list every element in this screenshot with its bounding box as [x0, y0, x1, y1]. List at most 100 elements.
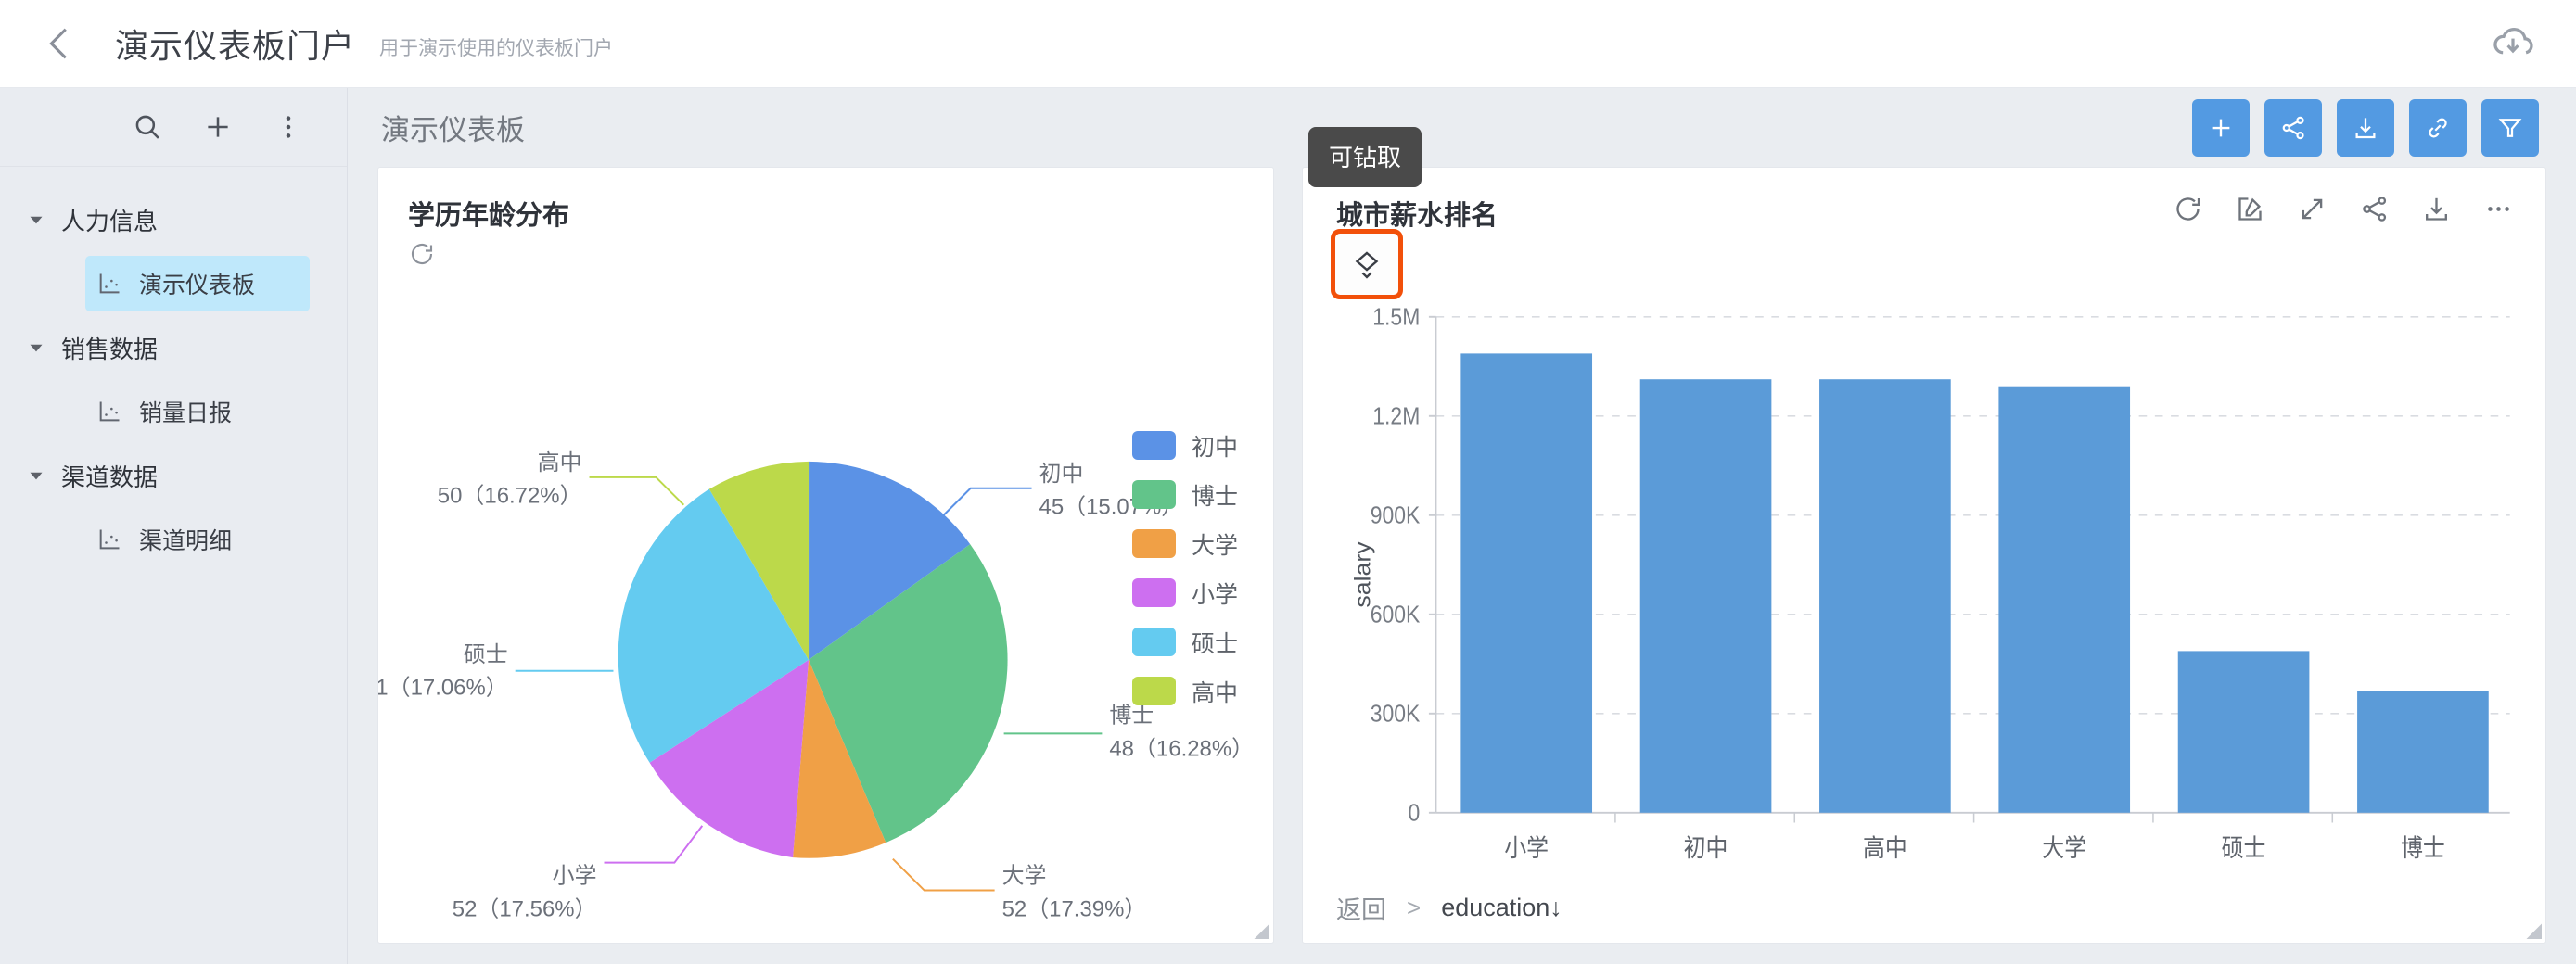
plus-icon [2212, 119, 2230, 136]
pie-leader-xiaoxue [604, 825, 704, 864]
breadcrumb-back[interactable]: 返回 [1336, 895, 1386, 924]
tree-group-header-sales[interactable]: 销售数据 [0, 317, 347, 378]
panel-title: 城市薪水排名 [1336, 201, 1498, 231]
plus-icon[interactable] [202, 111, 234, 143]
bar-boshi[interactable] [2357, 691, 2489, 813]
expand-icon[interactable] [2297, 194, 2327, 224]
more-vertical-icon[interactable] [273, 111, 304, 143]
legend-swatch [1131, 628, 1176, 656]
chevron-left-icon [49, 28, 67, 59]
pie-label-shuoshi-value: 51（17.06%） [378, 676, 508, 701]
tree-group-label: 渠道数据 [61, 463, 159, 491]
tree-group-hr: 人力信息 演示仪表板 [0, 189, 347, 311]
legend-item-daxue[interactable]: 大学 [1131, 519, 1238, 568]
breadcrumb-current-education[interactable]: education↓ [1441, 893, 1562, 921]
legend-label: 初中 [1191, 434, 1238, 461]
legend-item-gaozhong[interactable]: 高中 [1131, 666, 1238, 716]
refresh-icon[interactable] [2173, 194, 2203, 224]
refresh-loading-icon[interactable] [408, 240, 436, 268]
sidebar-toolbar [0, 88, 347, 167]
more-horizontal-icon[interactable] [2483, 194, 2514, 224]
pie-label-chuzhong-name: 初中 [1039, 462, 1084, 487]
back-button[interactable] [39, 22, 82, 65]
share-icon [2282, 116, 2304, 139]
pie-label-gaozhong-value: 50（16.72%） [438, 484, 582, 509]
bar-gaozhong[interactable] [1819, 379, 1951, 813]
y-tick-label: 1.2M [1372, 403, 1420, 429]
pie-slice-boshi[interactable] [809, 544, 1008, 844]
search-icon[interactable] [132, 111, 163, 143]
panel-row: 学历年龄分布 [348, 127, 2576, 964]
sidebar-item-demo-dashboard[interactable]: 演示仪表板 [85, 256, 310, 311]
sidebar: 人力信息 演示仪表板 销售 [0, 88, 348, 964]
cloud-download-icon[interactable] [2489, 19, 2537, 68]
sidebar-tree: 人力信息 演示仪表板 销售 [0, 167, 347, 573]
x-category-label: 小学 [1504, 835, 1549, 863]
panel-toolbar [2173, 194, 2514, 224]
download-icon [2355, 117, 2376, 138]
tree-group-label: 销售数据 [61, 335, 159, 363]
y-tick-label: 900K [1371, 502, 1421, 528]
pie-slice-shuoshi[interactable] [618, 488, 810, 763]
pie-slice-chuzhong[interactable] [809, 461, 971, 660]
dashboard-toolbar [2192, 98, 2539, 157]
tree-group-header-hr[interactable]: 人力信息 [0, 189, 347, 250]
pie-slice-xiaoxue[interactable] [649, 659, 810, 858]
sidebar-item-channel-detail[interactable]: 渠道明细 [85, 512, 310, 567]
pie-chart[interactable]: 初中 45（15.07%） 博士 48（16.28%） 大学 52（17.39%… [378, 273, 1273, 964]
download-button[interactable] [2337, 98, 2394, 157]
bar-chart[interactable]: 1.5M 1.2M 900K 600K 300K 0 salary [1303, 277, 2545, 872]
main-content: 演示仪表板 [348, 88, 2576, 964]
tree-group-label: 人力信息 [61, 207, 159, 235]
breadcrumb-separator: > [1407, 893, 1422, 921]
pie-slice-daxue[interactable] [793, 659, 886, 858]
bar-daxue[interactable] [1998, 386, 2131, 813]
bar-chart-svg: 1.5M 1.2M 900K 600K 300K 0 salary [1351, 304, 2510, 863]
pie-label-xiaoxue-value: 52（17.56%） [453, 896, 597, 921]
bar-shuoshi[interactable] [2177, 651, 2310, 813]
legend-item-shuoshi[interactable]: 硕士 [1131, 617, 1238, 666]
drill-down-button[interactable] [1331, 229, 1403, 299]
pie-label-xiaoxue-name: 小学 [553, 864, 597, 889]
y-tick-label: 1.5M [1372, 304, 1420, 330]
app-header: 演示仪表板门户 用于演示使用的仪表板门户 [0, 0, 2576, 88]
legend-item-xiaoxue[interactable]: 小学 [1131, 568, 1238, 617]
drill-tooltip: 可钻取 [1308, 127, 1422, 187]
pie-leader-chuzhong [942, 487, 1032, 517]
resize-handle[interactable] [2521, 919, 2542, 939]
sidebar-item-label: 销量日报 [139, 400, 233, 426]
legend-item-chuzhong[interactable]: 初中 [1131, 421, 1238, 470]
pie-label-gaozhong-name: 高中 [538, 450, 582, 476]
legend-item-boshi[interactable]: 博士 [1131, 470, 1238, 519]
panel-title: 学历年龄分布 [408, 201, 570, 231]
bar-chuzhong[interactable] [1639, 379, 1772, 813]
y-tick-label: 0 [1409, 800, 1421, 826]
filter-button[interactable] [2481, 98, 2539, 157]
x-category-label: 博士 [2401, 835, 2445, 863]
chart-icon [99, 401, 120, 422]
pie-leader-daxue [892, 857, 995, 892]
edit-icon[interactable] [2235, 194, 2265, 224]
y-tick-label: 600K [1371, 602, 1421, 628]
sidebar-item-label: 渠道明细 [139, 528, 233, 554]
bar-xiaoxue[interactable] [1460, 353, 1593, 813]
drill-breadcrumb: 返回 > education↓ [1303, 872, 2545, 943]
legend-label: 硕士 [1191, 630, 1238, 657]
link-icon [2429, 118, 2447, 137]
share-button[interactable] [2264, 98, 2322, 157]
share-icon[interactable] [2359, 194, 2390, 224]
download-icon[interactable] [2421, 194, 2452, 224]
legend-swatch [1131, 529, 1176, 558]
add-button[interactable] [2192, 98, 2250, 157]
page-subtitle: 用于演示使用的仪表板门户 [379, 38, 614, 59]
y-tick-label: 300K [1371, 701, 1421, 727]
sidebar-item-sales-daily[interactable]: 销量日报 [85, 384, 310, 439]
tree-group-header-channel[interactable]: 渠道数据 [0, 445, 347, 506]
x-category-label: 高中 [1863, 835, 1907, 863]
legend-swatch [1131, 677, 1176, 705]
pie-slice-gaozhong[interactable] [708, 461, 810, 660]
link-button[interactable] [2409, 98, 2467, 157]
pie-leader-gaozhong [589, 476, 685, 506]
resize-handle[interactable] [1249, 919, 1269, 939]
legend-label: 大学 [1191, 532, 1238, 559]
